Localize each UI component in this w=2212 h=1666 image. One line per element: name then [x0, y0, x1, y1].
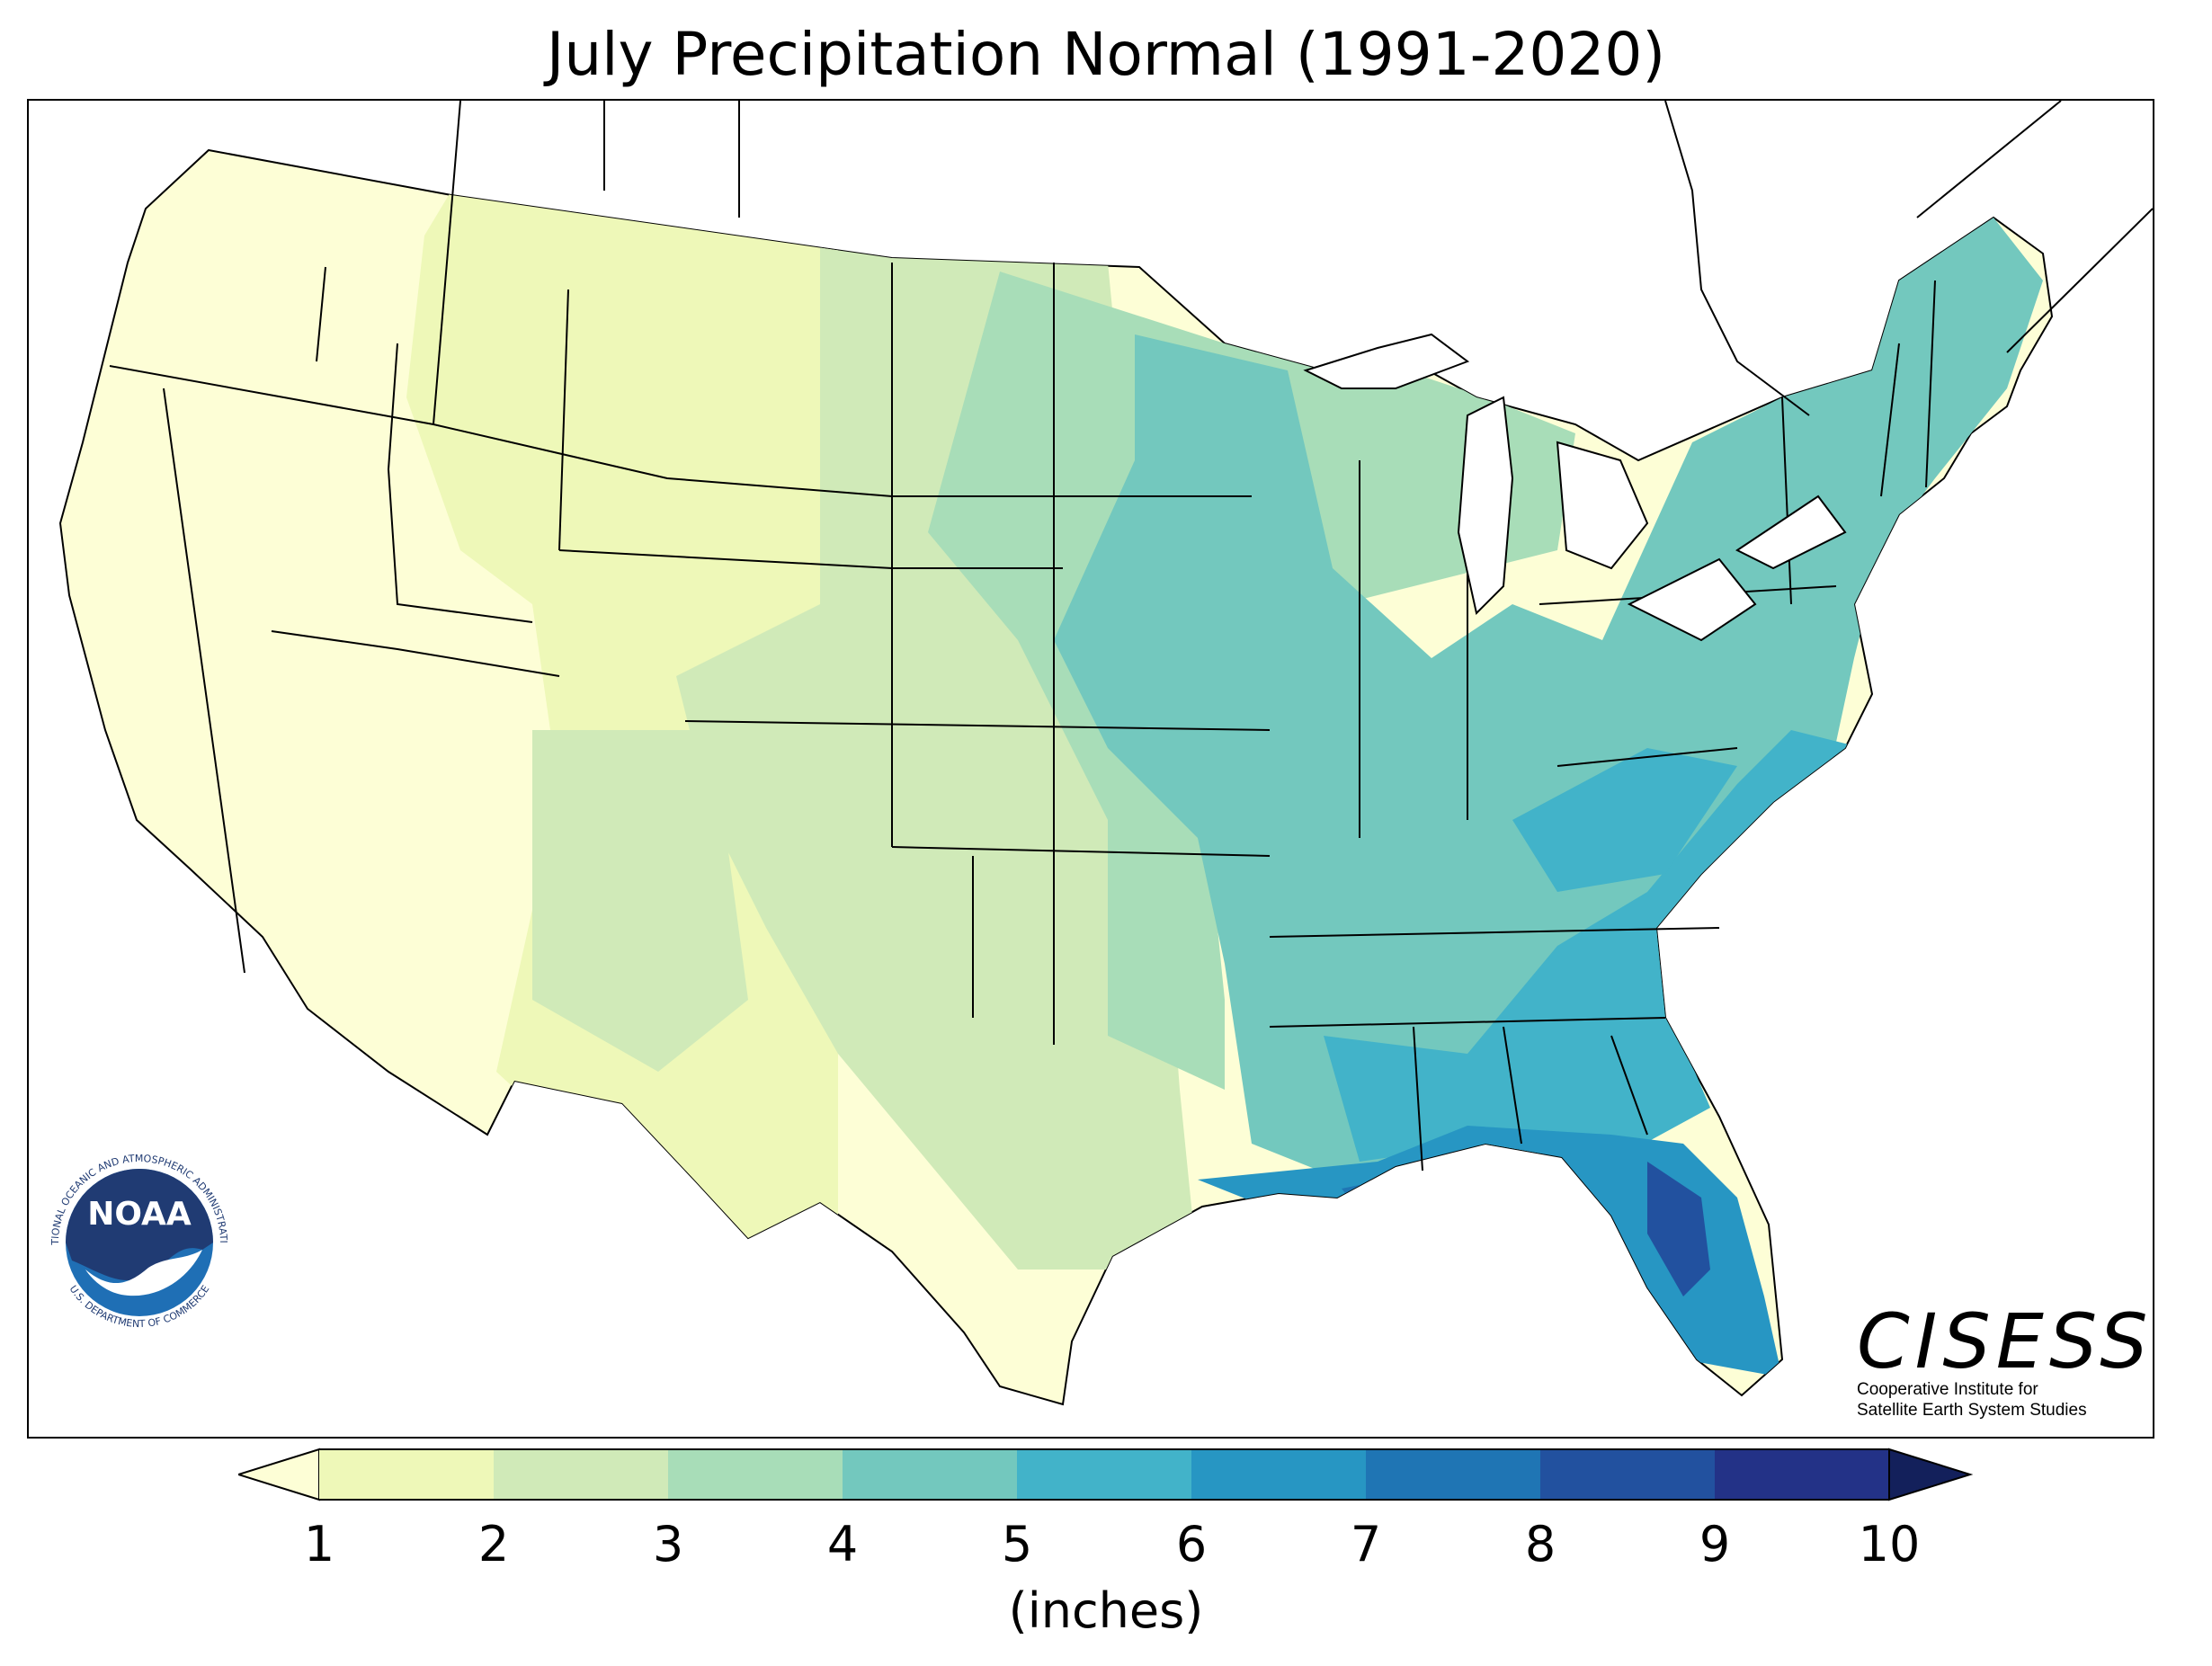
colorbar-arrow-high — [1888, 1448, 1974, 1501]
colorbar-tick-label: 1 — [303, 1516, 335, 1572]
colorbar-arrow-low — [238, 1448, 320, 1501]
cisess-subtitle-line2: Satellite Earth System Studies — [1857, 1401, 2087, 1420]
colorbar-swatch-1-2 — [319, 1449, 494, 1500]
canada-lines — [1664, 101, 2153, 416]
colorbar-swatch-6-7 — [1191, 1449, 1366, 1500]
band-5-6 — [1324, 730, 1863, 1162]
colorbar-tick-label: 10 — [1858, 1516, 1921, 1572]
great-lakes — [1303, 333, 1847, 642]
colorbar-swatch-2-3 — [494, 1449, 668, 1500]
cisess-logo: CISESS Cooperative Institute for Satelli… — [1857, 1304, 2154, 1421]
colorbar-tick-label: 3 — [652, 1516, 684, 1572]
map-frame — [27, 99, 2154, 1439]
colorbar-tick-label: 5 — [1001, 1516, 1033, 1572]
colorbar-tick-label: 6 — [1175, 1516, 1208, 1572]
cisess-wordmark: CISESS — [1857, 1297, 2154, 1385]
colorbar-tick-label: 7 — [1350, 1516, 1382, 1572]
cisess-subtitle-line1: Cooperative Institute for — [1857, 1380, 2038, 1399]
colorbar-tick-label: 8 — [1524, 1516, 1556, 1572]
map-title: July Precipitation Normal (1991-2020) — [546, 20, 1666, 89]
colorbar-tick-label: 9 — [1699, 1516, 1731, 1572]
band-8-9 — [1647, 1162, 1710, 1296]
colorbar-swatch-9-10 — [1715, 1449, 1889, 1500]
colorbar-tick-label: 2 — [477, 1516, 510, 1572]
precipitation-map — [58, 101, 2153, 1406]
colorbar-swatch-5-6 — [1017, 1449, 1191, 1500]
colorbar-unit-label: (inches) — [1008, 1582, 1204, 1639]
band-4-5 — [1054, 218, 2043, 1180]
band-5-6-kentucky — [1512, 748, 1737, 892]
colorbar-swatch-7-8 — [1366, 1449, 1540, 1500]
band-2-3-southwest — [532, 730, 748, 1072]
noaa-logo: NOAA NATIONAL OCEANIC AND ATMOSPHERIC AD… — [31, 1135, 241, 1344]
colorbar-swatch-4-5 — [843, 1449, 1017, 1500]
noaa-center-text: NOAA — [87, 1196, 192, 1233]
colorbar — [238, 1448, 1974, 1501]
colorbar-swatch-3-4 — [668, 1449, 843, 1500]
colorbar-outline — [319, 1448, 1889, 1501]
colorbar-swatch-8-9 — [1540, 1449, 1715, 1500]
colorbar-tick-label: 4 — [826, 1516, 859, 1572]
